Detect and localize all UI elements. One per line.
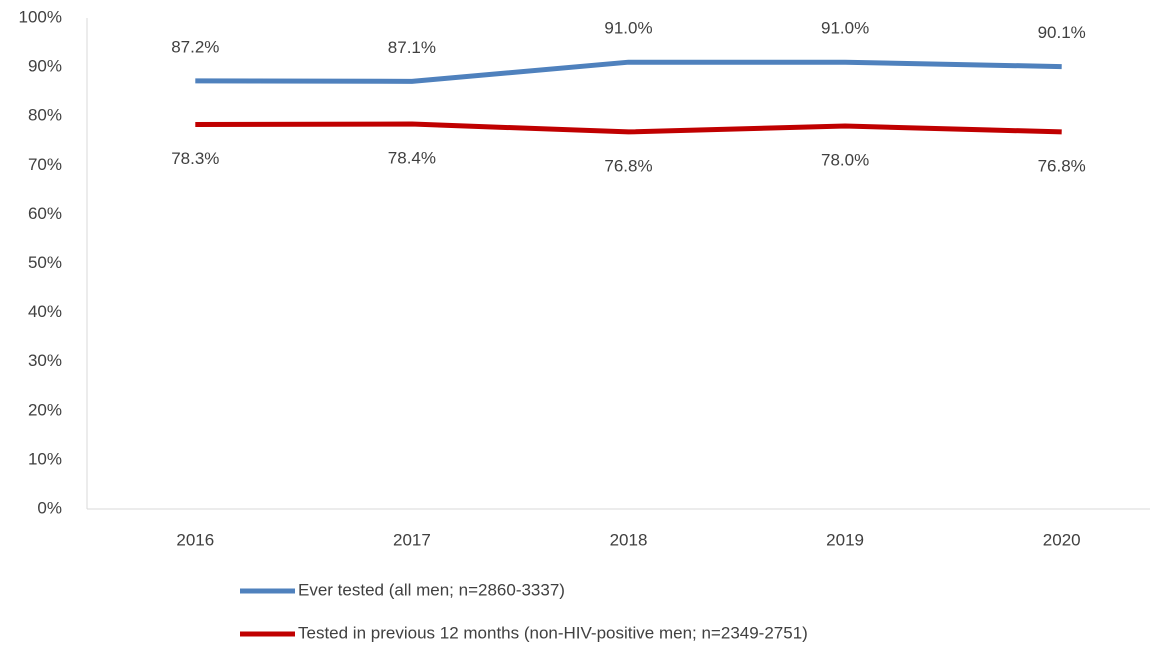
data-label: 78.4% bbox=[388, 149, 436, 168]
y-tick-label: 90% bbox=[28, 57, 62, 76]
x-tick-label: 2017 bbox=[393, 530, 431, 549]
legend-label: Ever tested (all men; n=2860-3337) bbox=[298, 580, 565, 599]
y-tick-label: 30% bbox=[28, 351, 62, 370]
y-tick-label: 50% bbox=[28, 253, 62, 272]
data-label: 78.0% bbox=[821, 151, 869, 170]
y-tick-label: 20% bbox=[28, 400, 62, 419]
y-tick-label: 10% bbox=[28, 449, 62, 468]
x-tick-label: 2016 bbox=[176, 530, 214, 549]
y-tick-label: 60% bbox=[28, 204, 62, 223]
data-label: 90.1% bbox=[1038, 23, 1086, 42]
x-tick-label: 2020 bbox=[1043, 530, 1081, 549]
data-label: 87.1% bbox=[388, 38, 436, 57]
series-line bbox=[195, 121, 1062, 135]
y-tick-label: 0% bbox=[37, 498, 62, 517]
data-label: 87.2% bbox=[171, 37, 219, 56]
data-label: 76.8% bbox=[604, 156, 652, 175]
legend-label: Tested in previous 12 months (non-HIV-po… bbox=[298, 623, 808, 642]
series-line bbox=[195, 59, 1062, 84]
data-label: 91.0% bbox=[604, 19, 652, 38]
x-tick-label: 2019 bbox=[826, 530, 864, 549]
y-tick-label: 40% bbox=[28, 302, 62, 321]
x-tick-label: 2018 bbox=[610, 530, 648, 549]
data-label: 78.3% bbox=[171, 149, 219, 168]
y-tick-label: 80% bbox=[28, 106, 62, 125]
data-label: 91.0% bbox=[821, 19, 869, 38]
y-tick-label: 70% bbox=[28, 155, 62, 174]
data-label: 76.8% bbox=[1038, 156, 1086, 175]
y-tick-label: 100% bbox=[19, 7, 62, 26]
